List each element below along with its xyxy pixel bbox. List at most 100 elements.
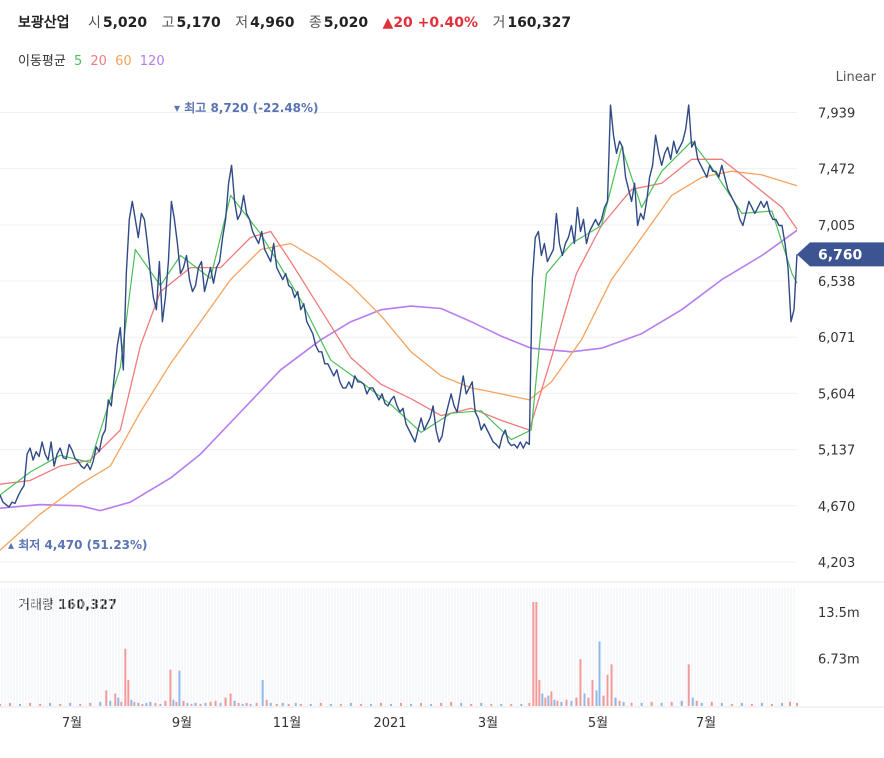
volume-bar: [209, 701, 212, 706]
volume-bar: [89, 702, 92, 706]
ma-legend: 이동평균 5 20 60 120: [18, 50, 169, 69]
volume-bar: [124, 648, 127, 706]
volume-bar: [154, 702, 157, 706]
volume-bar: [640, 702, 643, 706]
axes: 7,939 7,472 7,005 6,538 6,071 5,604 5,137 4,670…: [62, 106, 860, 731]
volume-bar: [237, 702, 240, 706]
y-tick-label: 4,670: [818, 500, 855, 515]
volume-bar: [740, 702, 743, 706]
volume-bar: [379, 702, 382, 706]
volume-bar: [59, 703, 62, 706]
x-tick-label: 5월: [588, 716, 608, 731]
volume-bar: [535, 602, 538, 706]
scale-toggle[interactable]: Linear: [835, 70, 876, 85]
volume-bar: [169, 669, 172, 706]
volume-bar: [29, 702, 32, 706]
volume-bar: [687, 664, 690, 706]
volume-bar: [720, 702, 723, 706]
close-value: 5,020: [323, 15, 369, 31]
ma-legend-20[interactable]: 20: [90, 54, 107, 69]
volume-bar: [190, 703, 193, 706]
close-label: 종: [308, 15, 322, 31]
price-line: [0, 104, 798, 508]
volume-bar: [796, 702, 798, 706]
volume-bar: [710, 701, 713, 706]
volume-bars: [0, 602, 798, 706]
volume-bar: [695, 700, 698, 706]
volume-bar: [660, 702, 663, 706]
volume-bar: [224, 697, 227, 706]
annotations: 6,760 ▾ 최고 8,720 (-22.48%) ▴ 최저 4,470 (51.…: [8, 100, 884, 552]
volume-bar: [199, 703, 202, 706]
volume-bar: [130, 699, 133, 706]
volume-bar: [700, 702, 703, 706]
open-label: 시: [87, 15, 101, 31]
volume-bar: [229, 693, 232, 706]
volume-bar: [175, 701, 178, 706]
volume-bar: [541, 693, 544, 706]
volume-bar: [400, 702, 403, 706]
volume-bar: [117, 697, 120, 706]
volume-bar: [606, 674, 609, 706]
ma-legend-60[interactable]: 60: [115, 54, 132, 69]
volume-bar: [490, 703, 493, 706]
volume-panel-value: 160,327: [57, 598, 118, 613]
volume-panel-title: 거래량: [18, 598, 54, 613]
volume-bar: [339, 703, 342, 706]
volume-bar: [245, 702, 248, 706]
volume-bar: [178, 670, 181, 706]
volume-bar: [618, 700, 621, 706]
y-tick-label: 5,137: [818, 444, 855, 459]
volume-bar: [770, 703, 773, 706]
volume-bar: [294, 702, 297, 706]
volume-bar: [602, 695, 605, 706]
volume-bar: [149, 701, 152, 706]
volume-bar: [480, 702, 483, 706]
volume-bar: [319, 702, 322, 706]
volume-tick-label: 6.73m: [818, 653, 860, 668]
volume-bar: [622, 701, 625, 706]
volume-bar: [145, 702, 148, 706]
volume-bar: [265, 699, 268, 706]
low-annotation: ▴ 최저 4,470 (51.23%): [8, 537, 148, 552]
ma-legend-label: 이동평균: [18, 54, 66, 69]
y-tick-label: 5,604: [818, 387, 855, 402]
volume-panel-label: 거래량 160,327: [18, 594, 117, 613]
volume-bar: [255, 702, 258, 706]
volume-bar: [214, 700, 217, 706]
volume-bar: [579, 659, 582, 706]
open-value: 5,020: [102, 15, 148, 31]
high-annotation: ▾ 최고 8,720 (-22.48%): [174, 100, 319, 115]
volume-bar: [550, 691, 553, 706]
volume-bar: [269, 702, 272, 706]
volume-bar: [583, 693, 586, 706]
low-label: 저: [235, 15, 249, 31]
volume-bar: [194, 702, 197, 706]
x-tick-label: 7월: [696, 716, 716, 731]
volume-bar: [233, 700, 236, 706]
volume-bar: [309, 703, 312, 706]
y-tick-label: 4,203: [818, 556, 855, 571]
volume-bar: [510, 703, 513, 706]
x-tick-label: 3월: [478, 716, 498, 731]
ma-legend-120[interactable]: 120: [139, 54, 165, 69]
x-tick-label: 9월: [172, 716, 192, 731]
volume-bar: [788, 701, 791, 706]
price-header: 보광산업 시 5,020 고 5,170 저 4,960 종 5,020 ▲20 +0.…: [18, 12, 581, 32]
volume-bar: [691, 697, 694, 706]
y-tick-label: 7,472: [818, 163, 855, 178]
volume-bar: [79, 703, 82, 706]
volume-bar: [0, 703, 1, 706]
volume-bar: [598, 641, 601, 706]
volume-bar: [389, 703, 392, 706]
volume-bar: [109, 700, 112, 706]
ma-legend-5[interactable]: 5: [73, 54, 83, 69]
volume-bar: [560, 701, 563, 706]
volume-bar: [114, 693, 117, 706]
ma120-line: [0, 229, 798, 512]
volume-bar: [241, 703, 244, 706]
volume-bar: [275, 703, 278, 706]
volume-bar: [614, 697, 617, 706]
volume-bar: [570, 700, 573, 706]
